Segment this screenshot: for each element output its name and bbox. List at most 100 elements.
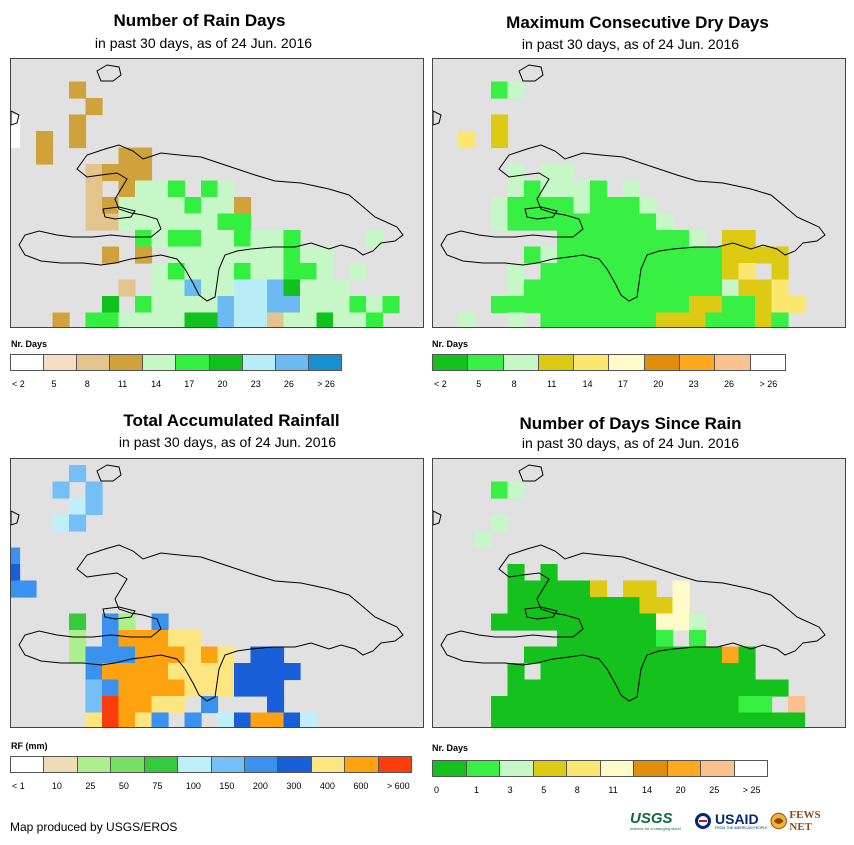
- grid-cell: [656, 296, 674, 314]
- grid-cell: [234, 312, 252, 327]
- grid-cell: [705, 312, 723, 327]
- grid-cell: [267, 263, 285, 281]
- grid-cell: [639, 213, 657, 231]
- grid-cell: [85, 164, 103, 182]
- grid-cell: [151, 180, 169, 198]
- grid-cell: [540, 580, 558, 598]
- grid-cell: [52, 514, 70, 532]
- legend-swatch: [715, 355, 751, 370]
- grid-cell: [557, 263, 575, 281]
- grid-cell: [491, 514, 509, 532]
- grid-cell: [151, 663, 169, 681]
- grid-cell: [623, 580, 641, 598]
- grid-cell: [366, 312, 384, 327]
- grid-cell: [69, 81, 87, 99]
- grid-cell: [184, 246, 202, 264]
- legend-swatch: [667, 761, 701, 776]
- grid-cell: [118, 279, 136, 297]
- grid-cell: [382, 296, 400, 314]
- legend-tick-label: 17: [617, 379, 628, 389]
- grid-cell: [540, 712, 558, 727]
- grid-cell: [184, 646, 202, 664]
- grid-cell: [217, 213, 235, 231]
- grid-cell: [184, 197, 202, 215]
- grid-cell: [118, 663, 136, 681]
- grid-cell: [250, 663, 268, 681]
- map-raster: [433, 64, 826, 327]
- legend-bar: [10, 756, 412, 773]
- grid-cell: [557, 712, 575, 727]
- grid-cell: [672, 580, 690, 598]
- grid-cell: [573, 296, 591, 314]
- grid-cell: [557, 646, 575, 664]
- grid-cell: [102, 613, 120, 631]
- grid-cell: [217, 230, 235, 248]
- grid-cell: [118, 630, 136, 648]
- legend-bar: [432, 760, 768, 777]
- grid-cell: [300, 246, 318, 264]
- legend-swatch: [77, 757, 112, 772]
- grid-cell: [85, 197, 103, 215]
- coastline-hispaniola: [440, 544, 826, 702]
- map-raster: [433, 464, 826, 727]
- grid-cell: [507, 696, 525, 714]
- grid-cell: [771, 263, 789, 281]
- grid-cell: [135, 147, 153, 165]
- legend-title: Nr. Days: [432, 743, 469, 753]
- grid-cell: [738, 646, 756, 664]
- map-title: Maximum Consecutive Dry Days: [506, 13, 769, 32]
- grid-cell: [102, 197, 120, 215]
- grid-cell: [250, 679, 268, 697]
- grid-cell: [234, 279, 252, 297]
- grid-cell: [738, 312, 756, 327]
- grid-cell: [623, 679, 641, 697]
- legend-swatch: [433, 761, 467, 776]
- grid-cell: [738, 663, 756, 681]
- fewsnet-globe-icon: [770, 812, 787, 830]
- grid-cell: [623, 279, 641, 297]
- grid-cell: [283, 663, 301, 681]
- grid-cell: [283, 279, 301, 297]
- grid-cell: [722, 279, 740, 297]
- grid-cell: [85, 481, 103, 499]
- grid-cell: [201, 646, 219, 664]
- legend-swatch: [701, 761, 735, 776]
- grid-cell: [722, 230, 740, 248]
- grid-cell: [151, 679, 169, 697]
- legend-title: Nr. Days: [432, 339, 469, 349]
- grid-cell: [507, 597, 525, 615]
- grid-cell: [623, 663, 641, 681]
- coastline-island: [96, 464, 122, 482]
- grid-cell: [672, 312, 690, 327]
- grid-cell: [606, 630, 624, 648]
- grid-cell: [590, 312, 608, 327]
- grid-cell: [540, 663, 558, 681]
- legend-tick-label: 10: [51, 781, 62, 791]
- grid-cell: [135, 663, 153, 681]
- grid-cell: [333, 279, 351, 297]
- grid-cell: [672, 712, 690, 727]
- coastline-island: [524, 206, 558, 220]
- map-raster: [11, 464, 404, 727]
- grid-cell: [507, 481, 525, 499]
- grid-cell: [705, 679, 723, 697]
- grid-cell: [168, 180, 186, 198]
- grid-cell: [771, 246, 789, 264]
- legend-swatch: [278, 757, 312, 772]
- grid-cell: [151, 263, 169, 281]
- coastline-island: [518, 64, 544, 82]
- grid-cell: [184, 296, 202, 314]
- grid-cell: [606, 597, 624, 615]
- grid-cell: [738, 230, 756, 248]
- grid-cell: [689, 279, 707, 297]
- grid-cell: [69, 613, 87, 631]
- grid-cell: [507, 613, 525, 631]
- grid-cell: [590, 696, 608, 714]
- legend-tick-label: 14: [582, 379, 593, 389]
- usgs-logo-text: USGS: [630, 809, 673, 827]
- grid-cell: [573, 230, 591, 248]
- grid-cell: [69, 498, 87, 516]
- grid-cell: [217, 263, 235, 281]
- grid-cell: [573, 630, 591, 648]
- legend-tick-label: 20: [675, 785, 686, 795]
